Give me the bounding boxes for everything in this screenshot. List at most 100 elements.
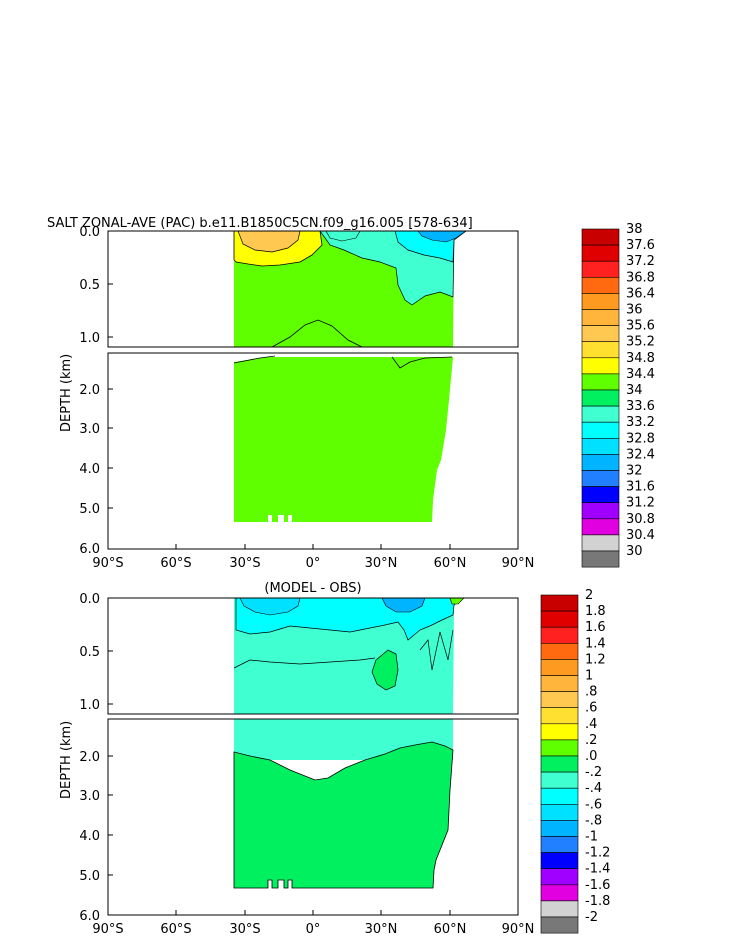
colorbar-label: 1.6 xyxy=(585,620,606,635)
y-tick-label: 5.0 xyxy=(79,869,100,884)
x-tick-label: 90°N xyxy=(502,922,535,937)
y-tick-label: 5.0 xyxy=(79,502,100,517)
colorbar-swatch xyxy=(540,820,579,837)
colorbar-label: 37.2 xyxy=(626,254,655,269)
panel-2-field-salty-bias-n xyxy=(449,597,465,605)
figure-title: SALT ZONAL-AVE (PAC) b.e11.B1850C5CN.f09… xyxy=(47,216,473,231)
colorbar-swatch xyxy=(540,739,579,757)
colorbar-label: -1.8 xyxy=(585,894,610,909)
colorbar-label: .2 xyxy=(585,733,597,748)
x-tick-label: 0° xyxy=(306,922,321,937)
y-tick-label: 0.5 xyxy=(79,645,100,660)
y-tick-label: 4.0 xyxy=(79,462,100,477)
colorbar-swatch xyxy=(581,454,620,471)
y-tick-label: 6.0 xyxy=(79,909,100,924)
colorbar-label: 1 xyxy=(585,669,593,684)
panel-2-field-fresh-bias xyxy=(239,597,301,616)
colorbar-label: 33.6 xyxy=(626,399,655,414)
colorbar-swatch xyxy=(581,276,620,294)
y-tick-label: 0.5 xyxy=(79,278,100,293)
colorbar-label: 31.2 xyxy=(626,496,655,511)
panel-1-field-eq-bump xyxy=(270,319,363,348)
colorbar-label: 1.2 xyxy=(585,652,606,667)
panel-2-field-subsurface-blob xyxy=(371,649,399,691)
colorbar-swatch xyxy=(540,594,579,612)
x-tick-label: 60°S xyxy=(160,922,191,937)
x-tick-label: 0° xyxy=(306,556,321,571)
colorbar-swatch xyxy=(540,868,579,886)
colorbar-label: .0 xyxy=(585,749,597,764)
y-tick-label: 2.0 xyxy=(79,750,100,765)
colorbar-label: .6 xyxy=(585,701,597,716)
panel-2-upper-frame xyxy=(107,597,519,715)
colorbar-label: 32.8 xyxy=(626,431,655,446)
panel-2 xyxy=(107,597,519,916)
colorbar-swatch xyxy=(540,787,579,805)
y-tick-label: 1.0 xyxy=(79,331,100,346)
panel-1-x-axis: 90°S 60°S 30°S 0° 30°N 60°N 90°N xyxy=(92,544,534,571)
colorbar-swatch xyxy=(540,884,579,902)
colorbar-swatch xyxy=(581,421,620,439)
panel-1-deep-contour xyxy=(233,355,453,369)
colorbar-swatch xyxy=(581,309,620,326)
colorbar-label: 1.4 xyxy=(585,636,606,651)
y-axis-label: DEPTH (km) xyxy=(59,354,74,432)
colorbar-label: 30.4 xyxy=(626,528,655,543)
x-tick-label: 30°N xyxy=(365,922,398,937)
panel-2-field xyxy=(233,597,465,714)
colorbar-swatch xyxy=(581,470,620,487)
x-tick-label: 90°S xyxy=(92,922,123,937)
colorbar-swatch xyxy=(540,675,579,692)
colorbar-label: -.2 xyxy=(585,765,602,780)
colorbar-swatch xyxy=(540,836,579,853)
colorbar-label: 35.2 xyxy=(626,335,655,350)
y-tick-label: 0.0 xyxy=(79,225,100,240)
colorbar-label: -1 xyxy=(585,830,598,845)
panel-1-field-deep-main xyxy=(234,357,453,522)
colorbar-label: 36.4 xyxy=(626,286,655,301)
colorbar-label: 32 xyxy=(626,464,643,479)
y-tick-label: 3.0 xyxy=(79,422,100,437)
y-axis-label: DEPTH (km) xyxy=(59,721,74,799)
panel-2-contour-upper xyxy=(233,629,454,671)
colorbar-swatch xyxy=(540,771,579,789)
colorbar-label: 32.4 xyxy=(626,447,655,462)
colorbar-swatch xyxy=(540,852,579,869)
colorbar-swatch xyxy=(581,244,620,262)
colorbar-swatch xyxy=(581,437,620,455)
colorbar-swatch xyxy=(540,723,579,741)
colorbar-swatch xyxy=(581,502,620,520)
panel-1-field-deep xyxy=(233,355,453,522)
colorbar-swatch xyxy=(540,659,579,676)
x-tick-label: 30°S xyxy=(229,556,260,571)
x-tick-label: 60°N xyxy=(434,922,467,937)
colorbar-swatch xyxy=(581,325,620,343)
colorbar-label: -.8 xyxy=(585,813,602,828)
panel-1 xyxy=(107,230,519,550)
colorbar-swatch xyxy=(581,293,620,310)
colorbar-swatch xyxy=(540,900,579,918)
colorbar-label: .4 xyxy=(585,717,597,732)
colorbar-swatch xyxy=(540,610,579,628)
panel-2-field-deep xyxy=(233,719,454,889)
colorbar-swatch xyxy=(581,357,620,375)
colorbar-label: 33.2 xyxy=(626,415,655,430)
colorbar-swatch xyxy=(581,373,620,391)
colorbar-label: 34.4 xyxy=(626,367,655,382)
panel-1-field-south-core xyxy=(237,230,301,253)
colorbar-label: -1.2 xyxy=(585,846,610,861)
colorbar-label: 30.8 xyxy=(626,512,655,527)
colorbar-swatch xyxy=(581,405,620,423)
colorbar-swatch xyxy=(581,341,620,359)
colorbar-label: -.6 xyxy=(585,797,602,812)
x-tick-label: 30°S xyxy=(229,922,260,937)
y-tick-label: 6.0 xyxy=(79,542,100,557)
y-tick-label: 2.0 xyxy=(79,383,100,398)
colorbar-label: 34.8 xyxy=(626,351,655,366)
x-tick-label: 30°N xyxy=(365,556,398,571)
colorbar-label: .8 xyxy=(585,685,597,700)
colorbar-swatch xyxy=(540,691,579,708)
panel-1-upper-frame xyxy=(107,230,519,348)
panel-2-colorbar: 21.81.61.41.21.8.6.4.2.0-.2-.4-.6-.8-1-1… xyxy=(540,588,610,934)
y-tick-label: 1.0 xyxy=(79,698,100,713)
